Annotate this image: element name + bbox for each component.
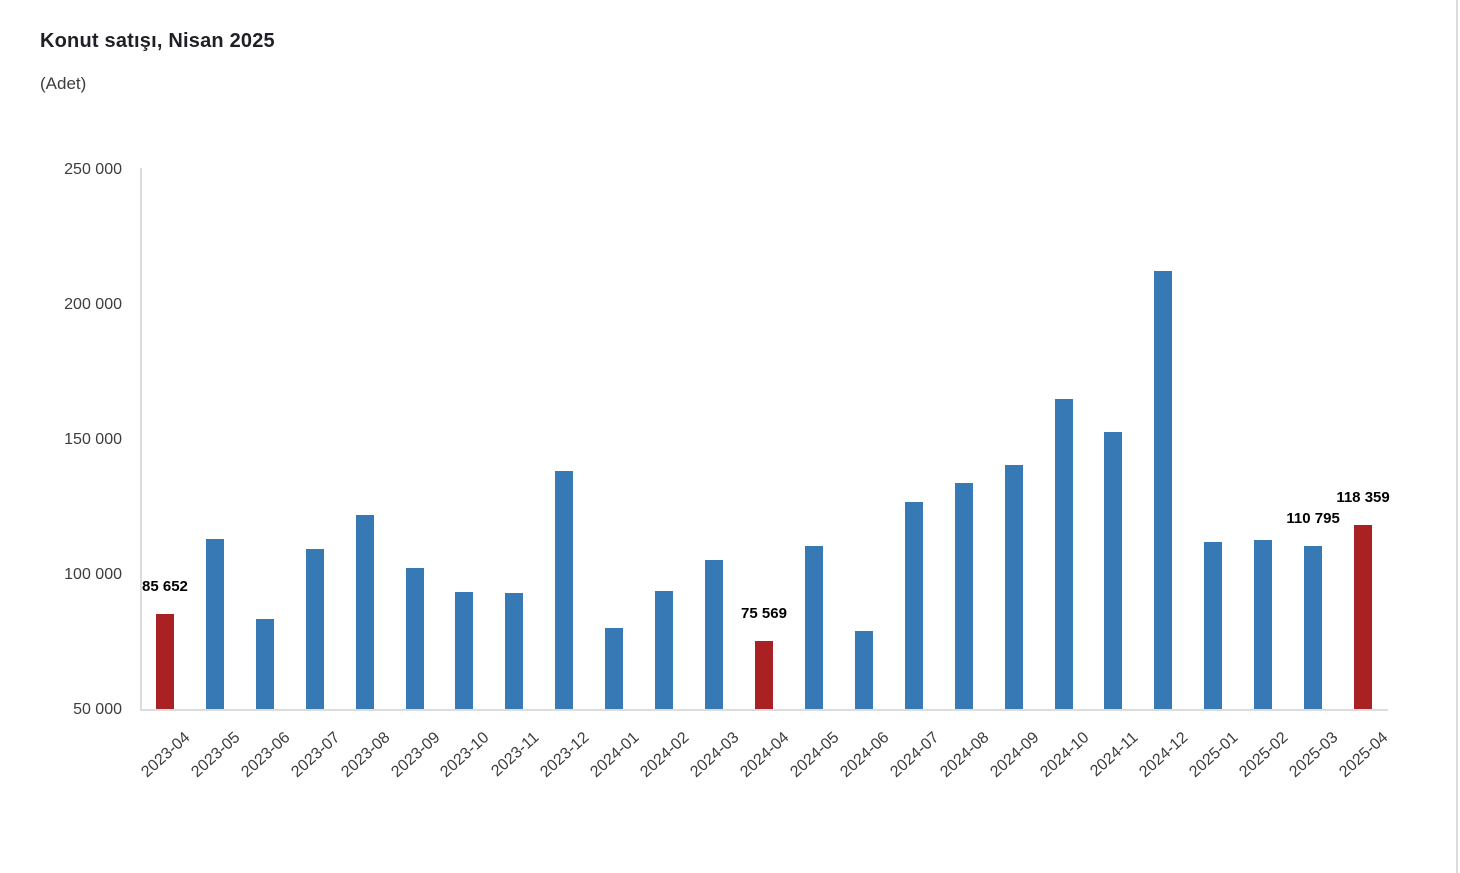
bar-2024-07	[904, 501, 923, 709]
x-tick-label: 2023-04	[138, 729, 194, 781]
y-tick-label: 150 000	[64, 431, 122, 448]
bar-2024-08	[954, 482, 973, 709]
x-tick-label: 2023-12	[537, 729, 593, 781]
bar-value-label: 75 569	[741, 604, 787, 622]
x-tick-label: 2025-01	[1186, 729, 1242, 781]
bar-2023-04	[155, 613, 174, 709]
x-tick-label: 2023-10	[437, 729, 493, 781]
x-tick-label: 2023-05	[188, 729, 244, 781]
bar-value-label: 110 795	[1286, 509, 1340, 527]
x-tick-label: 2024-11	[1087, 729, 1142, 781]
bar-2023-06	[255, 619, 274, 709]
x-tick-label: 2023-07	[288, 729, 344, 781]
x-tick-label: 2023-06	[238, 729, 294, 781]
y-tick-label: 100 000	[64, 566, 122, 583]
y-axis-line	[140, 168, 142, 711]
x-tick-label: 2023-08	[337, 729, 394, 781]
x-tick-label: 2024-04	[737, 729, 793, 781]
bar-2024-01	[605, 628, 624, 709]
bar-2024-12	[1154, 270, 1173, 709]
bar-2025-04	[1354, 525, 1373, 709]
x-tick-label: 2024-02	[637, 729, 693, 781]
bar-2023-07	[305, 549, 324, 709]
bar-2024-11	[1104, 431, 1123, 709]
bar-2024-09	[1004, 464, 1023, 709]
bar-value-label: 118 359	[1336, 489, 1390, 507]
chart-title: Konut satışı, Nisan 2025	[40, 30, 275, 52]
bar-value-label: 85 652	[142, 577, 188, 595]
bar-2023-09	[405, 567, 424, 709]
bar-2025-01	[1204, 542, 1223, 709]
bar-2024-04	[755, 640, 773, 709]
x-tick-label: 2025-03	[1286, 729, 1342, 781]
bar-2023-08	[355, 515, 374, 709]
x-tick-label: 2024-08	[937, 729, 993, 781]
x-axis-line	[140, 709, 1388, 711]
chart-subtitle: (Adet)	[40, 74, 87, 93]
bar-2025-02	[1254, 540, 1273, 709]
bar-2024-02	[655, 591, 674, 709]
bar-2023-12	[555, 470, 574, 709]
bar-2025-03	[1304, 545, 1323, 709]
x-tick-label: 2024-09	[986, 729, 1042, 781]
y-tick-label: 50 000	[73, 701, 122, 718]
x-tick-label: 2023-11	[488, 729, 543, 781]
bar-2023-05	[205, 539, 224, 709]
x-tick-label: 2024-01	[587, 729, 643, 781]
bar-2024-06	[854, 630, 873, 709]
bar-2024-10	[1054, 399, 1073, 709]
x-tick-label: 2024-12	[1136, 729, 1192, 781]
page-right-border	[1456, 0, 1458, 873]
x-tick-label: 2024-03	[687, 729, 743, 781]
x-tick-label: 2024-05	[787, 729, 843, 781]
x-tick-label: 2025-02	[1236, 729, 1292, 781]
bar-2023-11	[505, 592, 524, 709]
bar-2023-10	[455, 591, 474, 709]
bar-2024-05	[804, 546, 823, 709]
x-tick-label: 2023-09	[387, 729, 443, 781]
x-tick-label: 2024-10	[1036, 729, 1092, 781]
y-tick-label: 200 000	[64, 296, 122, 313]
y-tick-label: 250 000	[64, 161, 122, 178]
x-tick-label: 2024-06	[837, 729, 893, 781]
bar-2024-03	[705, 560, 724, 709]
x-tick-label: 2024-07	[887, 729, 943, 781]
x-tick-label: 2025-04	[1336, 729, 1392, 781]
